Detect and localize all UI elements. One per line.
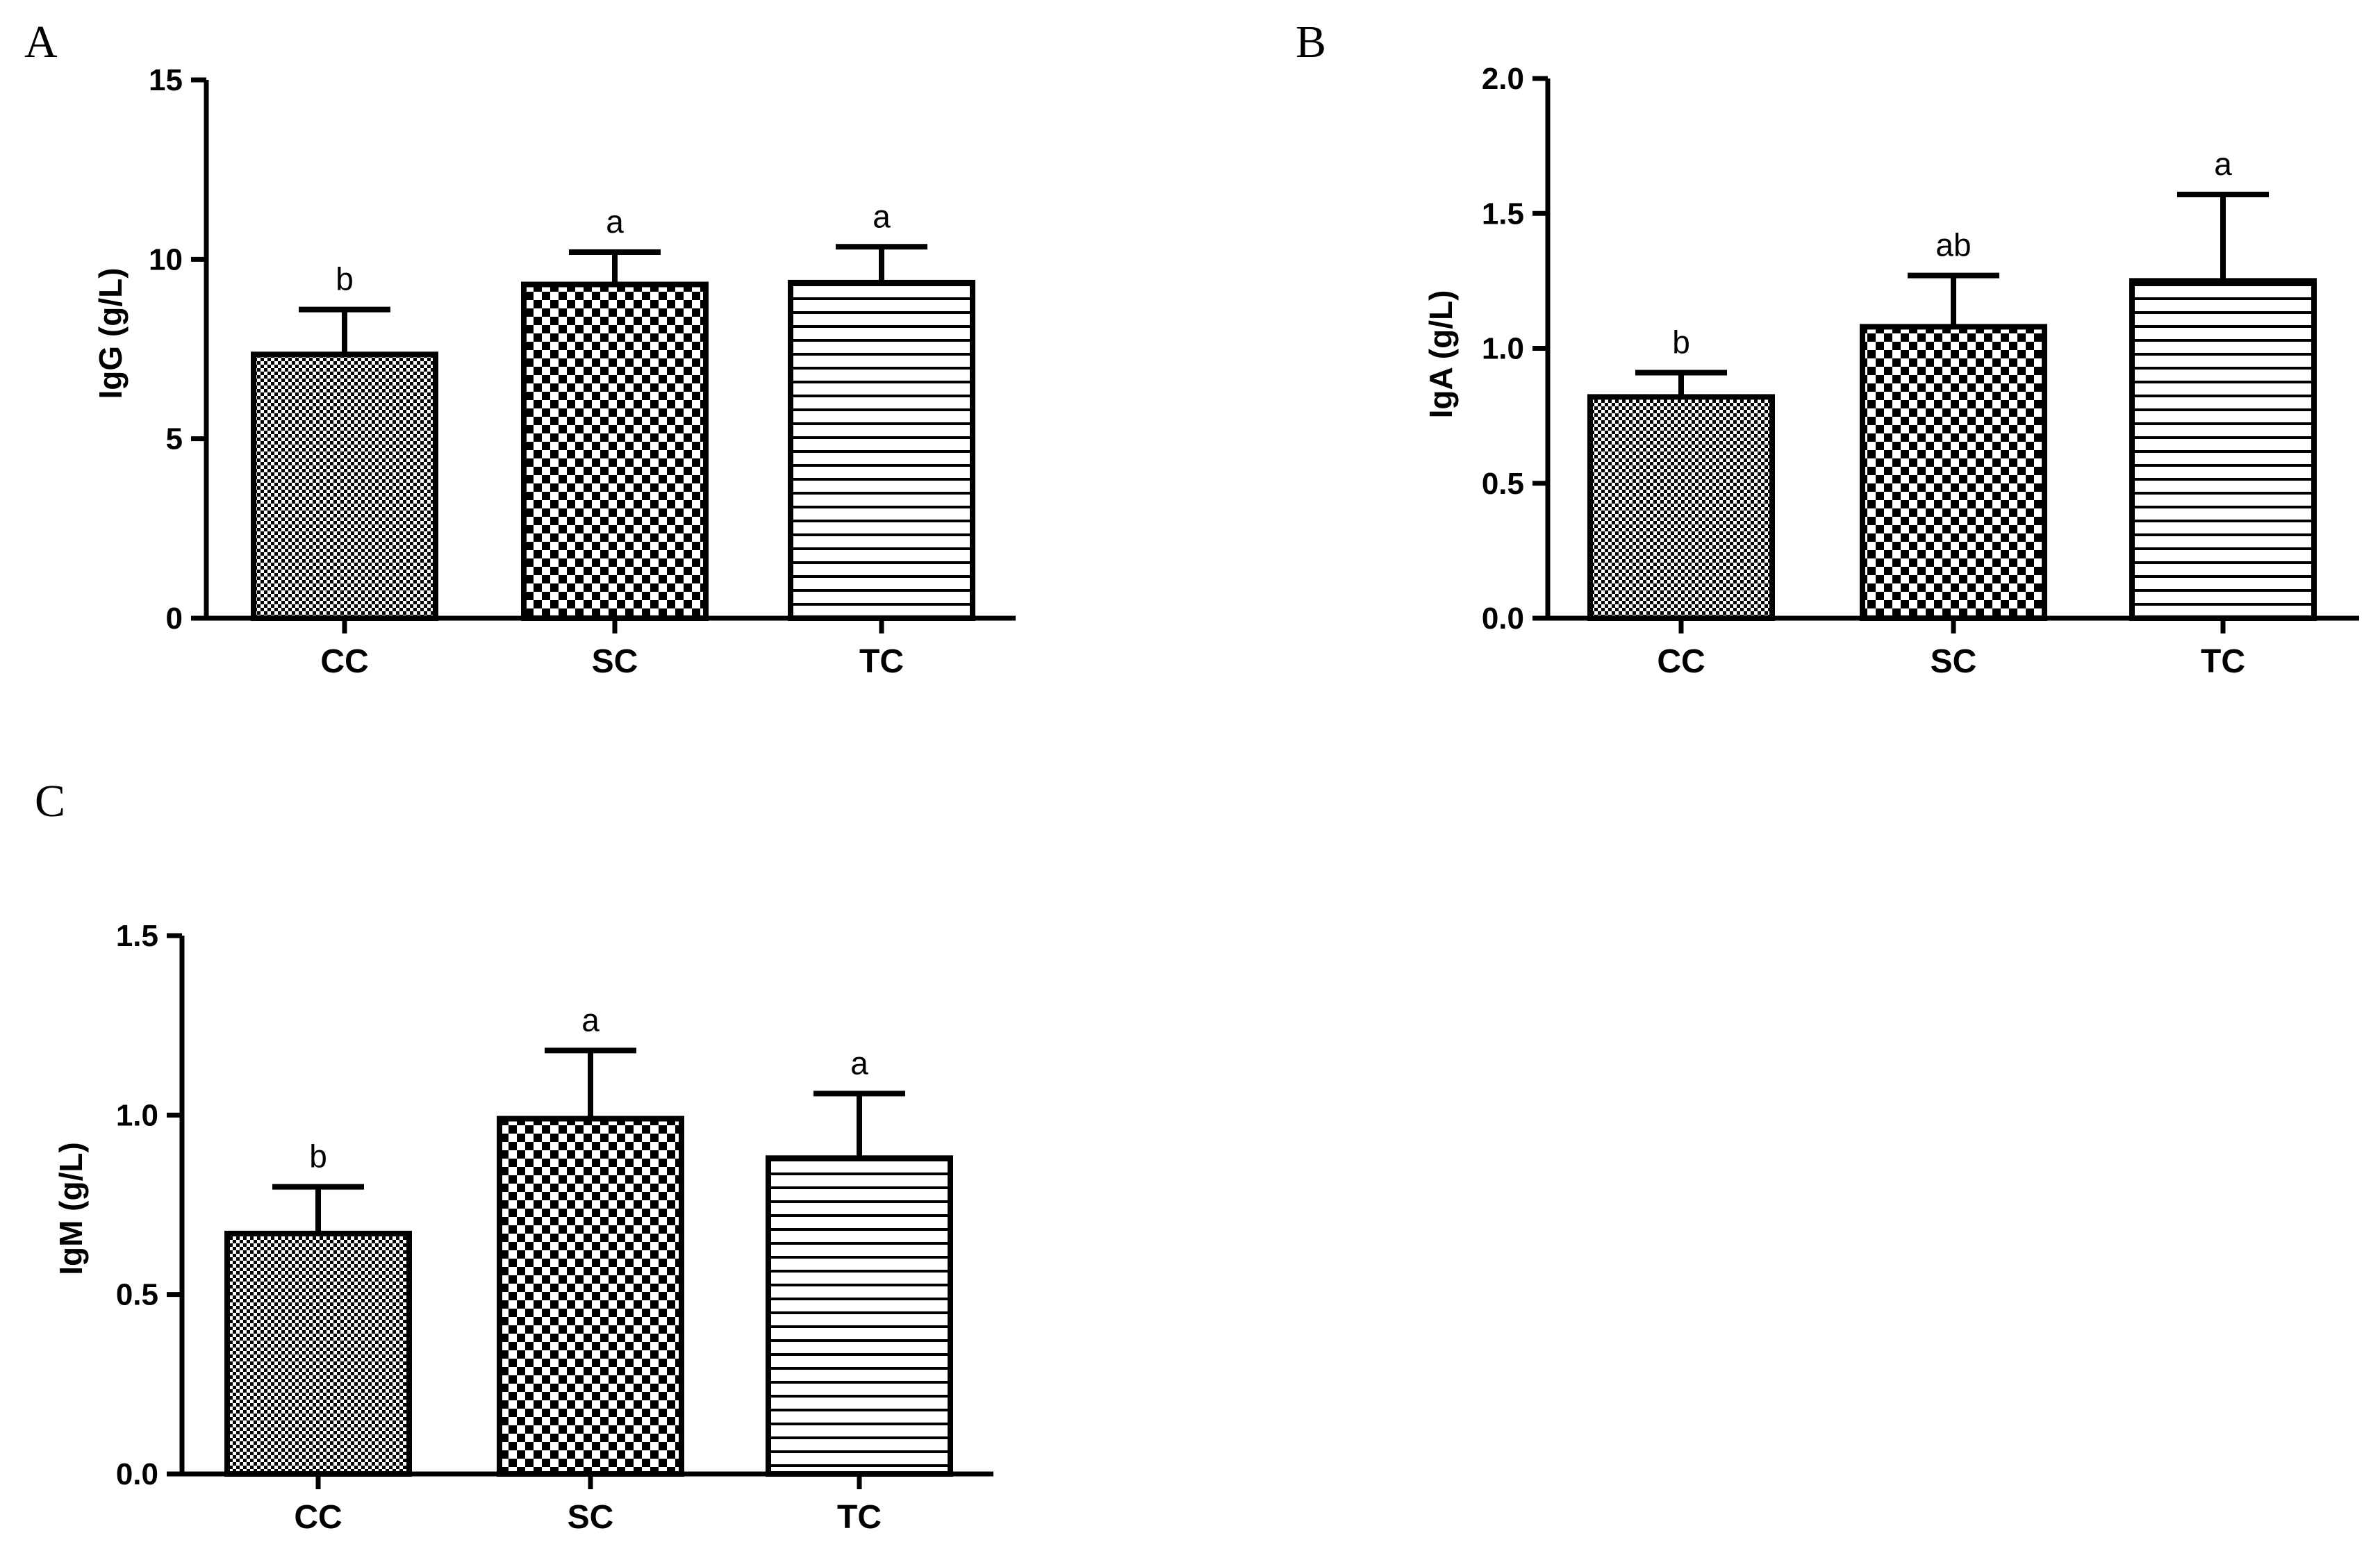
x-category-label-a: TC — [859, 643, 904, 680]
y-tick-label-a: 15 — [149, 63, 183, 97]
chart-panel-b: B IgA (g/L) 0.0 0.5 1.0 1.5 2.0 CC b SC ab TC a — [1296, 17, 2359, 680]
significance-label-c: b — [309, 1138, 327, 1175]
significance-label-a: a — [873, 198, 891, 234]
panel-letter-c: C — [35, 776, 65, 827]
significance-label-b: b — [1672, 324, 1690, 360]
bar-c-tc — [766, 1155, 953, 1477]
significance-label-b: a — [2214, 146, 2232, 182]
panel-letter-a: A — [24, 17, 58, 67]
bar-a-sc — [521, 281, 709, 621]
x-category-label-b: CC — [1657, 643, 1705, 680]
y-tick-label-b: 2.0 — [1482, 62, 1524, 96]
chart-panel-c: C IgM (g/L) 0.0 0.5 1.0 1.5 CC b SC a TC a — [35, 776, 993, 1536]
y-axis-title-a: IgG (g/L) — [92, 267, 129, 399]
bar-b-sc — [1860, 324, 2047, 621]
significance-label-a: b — [336, 261, 354, 297]
bar-b-cc — [1587, 394, 1775, 621]
significance-label-c: a — [581, 1002, 600, 1038]
bar-a-tc — [788, 279, 975, 621]
bar-a-cc — [251, 351, 438, 621]
y-tick-label-c: 0.0 — [116, 1457, 158, 1491]
bar-b-tc — [2129, 278, 2317, 621]
y-tick-label-b: 0.5 — [1482, 467, 1524, 501]
y-tick-label-b: 0.0 — [1482, 602, 1524, 636]
significance-label-b: ab — [1935, 227, 1971, 263]
chart-panel-a: A IgG (g/L) 0 5 10 15 CC b SC a TC a — [24, 17, 1016, 680]
x-category-label-c: SC — [568, 1499, 614, 1536]
y-tick-label-c: 1.0 — [116, 1098, 158, 1132]
y-tick-label-b: 1.0 — [1482, 332, 1524, 366]
y-tick-label-c: 1.5 — [116, 919, 158, 953]
x-category-label-a: SC — [592, 643, 638, 680]
significance-label-c: a — [850, 1045, 868, 1081]
y-tick-label-a: 10 — [149, 242, 183, 276]
y-tick-label-a: 5 — [166, 422, 183, 456]
significance-label-a: a — [606, 204, 624, 240]
x-category-label-b: TC — [2201, 643, 2245, 680]
y-axis-title-c: IgM (g/L) — [53, 1142, 89, 1275]
x-category-label-a: CC — [320, 643, 368, 680]
bar-c-cc — [224, 1230, 412, 1477]
x-category-label-c: CC — [294, 1499, 342, 1536]
x-category-label-b: SC — [1931, 643, 1977, 680]
y-tick-label-c: 0.5 — [116, 1278, 158, 1312]
panel-letter-b: B — [1296, 17, 1326, 67]
y-tick-label-b: 1.5 — [1482, 197, 1524, 231]
x-category-label-c: TC — [837, 1499, 882, 1536]
y-tick-label-a: 0 — [166, 602, 183, 636]
bar-c-sc — [497, 1116, 684, 1477]
y-axis-title-b: IgA (g/L) — [1423, 290, 1459, 419]
